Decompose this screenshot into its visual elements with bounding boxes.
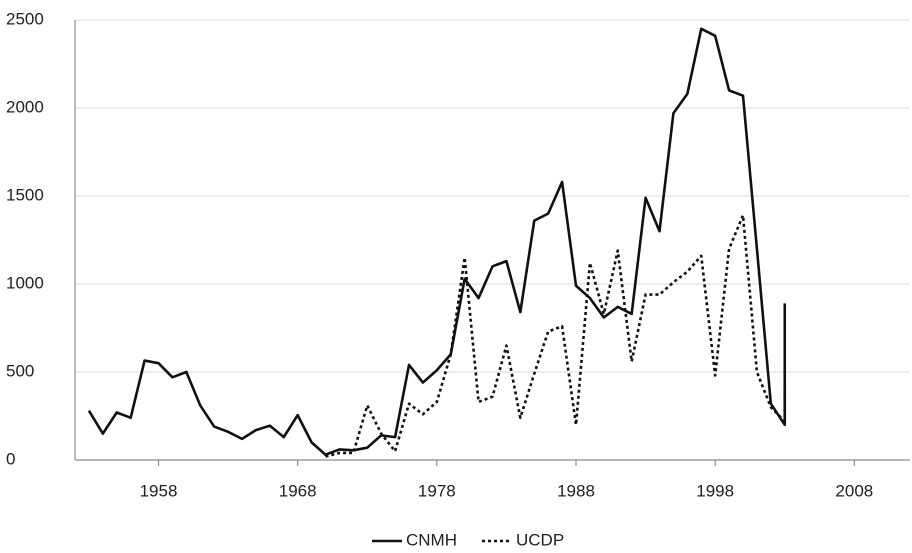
legend-label: UCDP xyxy=(516,530,564,549)
y-tick-label: 1500 xyxy=(6,185,44,204)
x-tick-label: 1998 xyxy=(696,481,734,500)
y-tick-label: 2000 xyxy=(6,97,44,116)
series-line xyxy=(325,214,787,458)
x-tick-label: 1958 xyxy=(140,481,178,500)
y-tick-label: 2500 xyxy=(6,9,44,28)
y-tick-label: 1000 xyxy=(6,273,44,292)
x-tick-label: 2008 xyxy=(835,481,873,500)
series-line xyxy=(87,27,787,457)
y-tick-label: 500 xyxy=(6,361,34,380)
legend-label: CNMH xyxy=(406,530,457,549)
x-tick-label: 1988 xyxy=(557,481,595,500)
x-tick-label: 1978 xyxy=(418,481,456,500)
y-tick-label: 0 xyxy=(6,449,15,468)
x-tick-label: 1968 xyxy=(279,481,317,500)
